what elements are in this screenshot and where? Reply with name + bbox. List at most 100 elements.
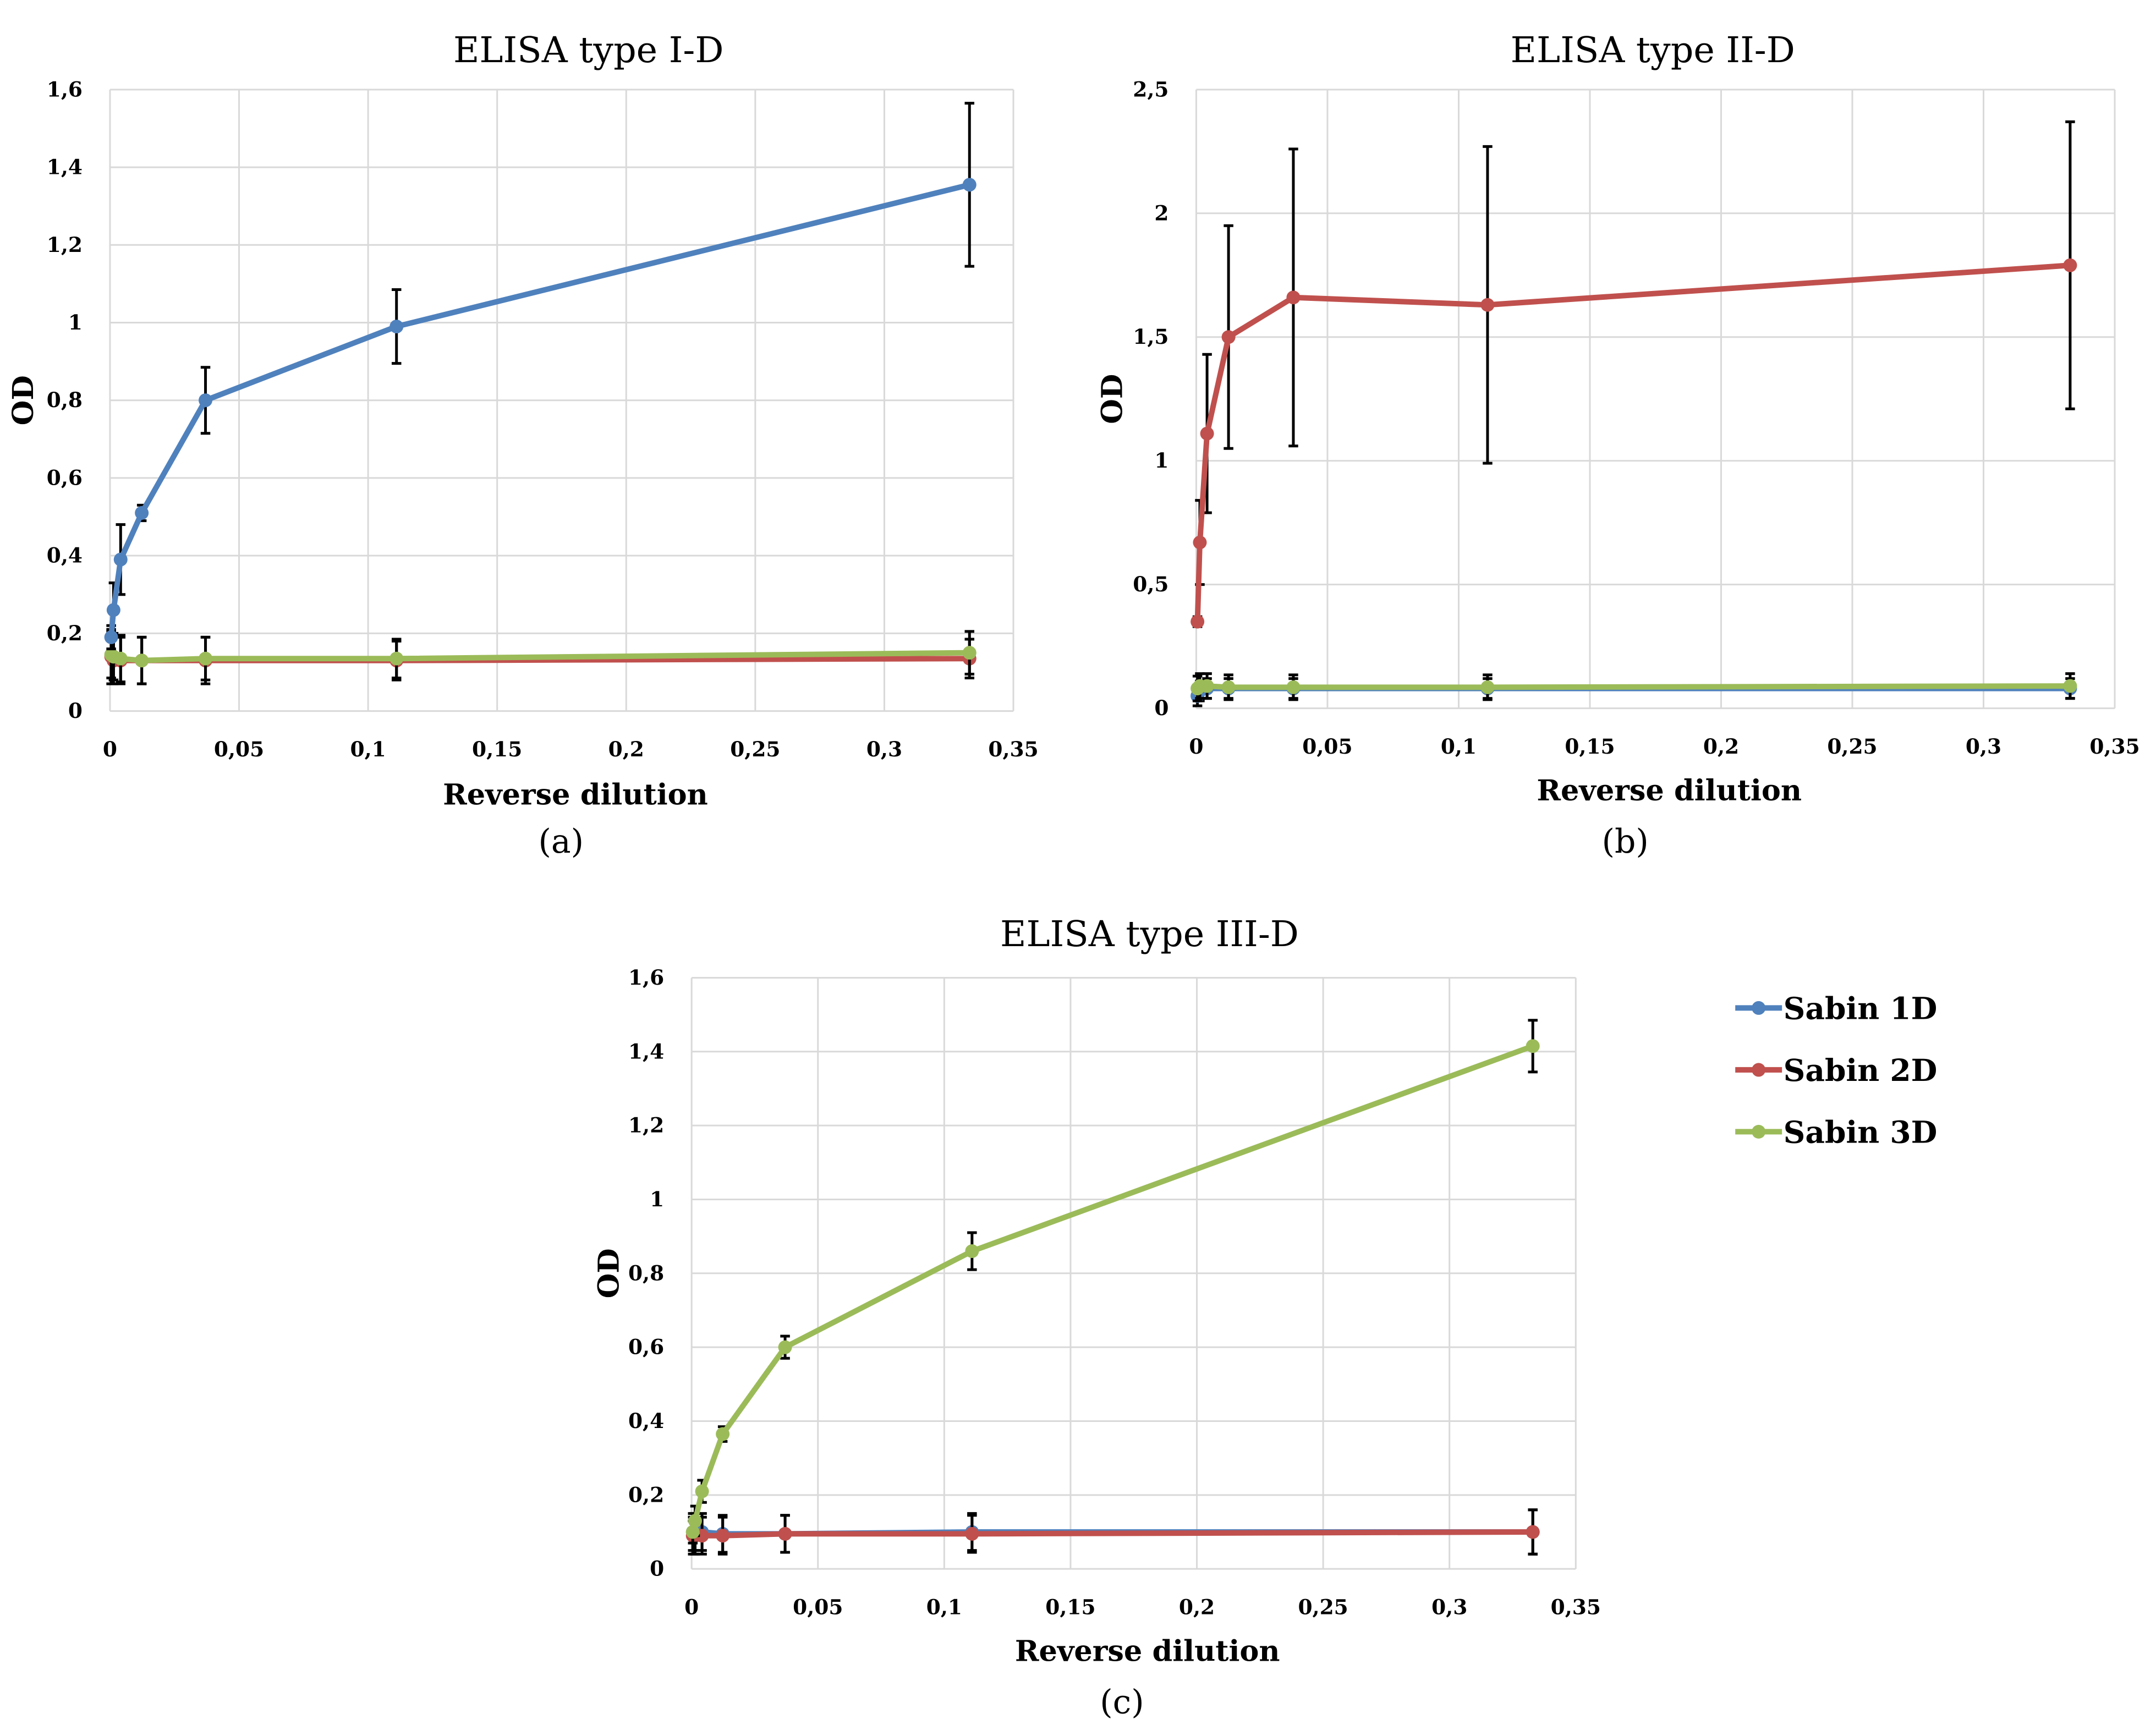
legend-item-sabin-2d: Sabin 2D [1735, 1052, 1937, 1088]
y-tick-label: 0 [68, 699, 83, 723]
y-tick-label: 0 [650, 1557, 664, 1581]
y-tick-label: 0,8 [628, 1261, 664, 1285]
data-point [688, 1514, 702, 1528]
y-tick-label: 0,6 [47, 465, 83, 490]
legend-label: Sabin 1D [1784, 990, 1938, 1026]
legend-item-sabin-3d: Sabin 3D [1735, 1114, 1937, 1150]
x-tick-label: 0,2 [608, 737, 644, 761]
x-tick-label: 0,3 [1431, 1595, 1467, 1619]
x-tick-label: 0,35 [988, 737, 1038, 761]
data-point [1480, 298, 1495, 312]
data-point [1193, 535, 1207, 550]
x-tick-label: 0 [1189, 734, 1203, 759]
data-point [685, 1525, 700, 1539]
y-axis-label: OD [1095, 374, 1129, 424]
x-tick-label: 0,25 [730, 737, 780, 761]
series-sabin-3d [1191, 672, 2077, 702]
data-point [1191, 614, 1205, 629]
series-line [690, 1044, 1534, 1533]
y-tick-label: 2,5 [1133, 77, 1168, 101]
x-tick-label: 0,05 [1302, 734, 1352, 759]
y-tick-label: 0,8 [47, 388, 83, 412]
series-line [692, 1529, 1533, 1539]
chart-c: 0 0,2 0,4 0,6 0,8 1 1,2 1,4 1,6 0 0,05 0,1 0,15 0,2 0,… [593, 914, 1601, 1722]
x-tick-label: 0 [684, 1595, 699, 1619]
x-tick-label: 0,2 [1703, 734, 1739, 759]
y-tick-label: 0 [1154, 696, 1168, 720]
legend-swatch-marker [1752, 1001, 1766, 1015]
data-point [1221, 330, 1236, 344]
x-tick-label: 0,25 [1298, 1595, 1348, 1619]
x-tick-label: 0,35 [2089, 734, 2139, 759]
x-tick-label: 0,05 [214, 737, 264, 761]
y-tick-label: 1,4 [47, 155, 83, 179]
x-axis-label: Reverse dilution [1015, 1635, 1280, 1668]
data-point [965, 1244, 979, 1259]
data-point [1526, 1525, 1540, 1539]
series-sabin-1d [1191, 677, 2077, 707]
data-point [965, 1526, 979, 1541]
series-sabin-2d [685, 1508, 1540, 1556]
series-sabin-3d [104, 630, 976, 685]
legend: Sabin 1D Sabin 2D Sabin 3D [1735, 990, 1937, 1150]
legend-swatch-marker [1752, 1124, 1766, 1139]
x-axis-label: Reverse dilution [443, 778, 708, 812]
x-tick-label: 0,15 [1045, 1595, 1095, 1619]
series-line [108, 182, 970, 638]
x-tick-label: 0,15 [1565, 734, 1615, 759]
data-point [2063, 679, 2077, 693]
x-tick-label: 0,15 [472, 737, 522, 761]
x-tick-label: 0,25 [1827, 734, 1877, 759]
data-point [1200, 679, 1214, 693]
y-tick-label: 1 [68, 310, 83, 334]
chart-a: 0 0,2 0,4 0,6 0,8 1 1,2 1,4 1,6 0 0,05 0,1 0,15 0,2 0,… [7, 30, 1039, 861]
x-axis-label: Reverse dilution [1537, 774, 1802, 808]
data-point [2063, 258, 2077, 272]
panel-label: (c) [1100, 1683, 1144, 1722]
x-tick-label: 0,35 [1551, 1595, 1601, 1619]
y-tick-label: 1,2 [47, 233, 83, 257]
y-tick-label: 2 [1154, 201, 1168, 225]
y-tick-label: 1 [650, 1187, 664, 1211]
data-point [1221, 680, 1236, 694]
data-point [1200, 426, 1214, 441]
x-tick-label: 0,1 [926, 1595, 962, 1619]
data-point [716, 1427, 730, 1441]
data-point [1480, 680, 1495, 694]
legend-swatch-marker [1752, 1063, 1766, 1077]
data-point [104, 630, 118, 644]
y-tick-label: 1,5 [1133, 325, 1168, 349]
chart-title: ELISA type III-D [1000, 914, 1299, 955]
y-tick-label: 0,4 [628, 1409, 664, 1433]
data-point [778, 1340, 792, 1354]
data-point [962, 178, 976, 192]
y-tick-label: 0,2 [47, 621, 83, 645]
legend-item-sabin-1d: Sabin 1D [1735, 990, 1937, 1026]
data-point [113, 651, 128, 666]
panel-label: (a) [538, 822, 584, 861]
data-point [716, 1529, 730, 1543]
legend-label: Sabin 2D [1784, 1052, 1938, 1088]
x-tick-label: 0,3 [866, 737, 902, 761]
data-point [199, 651, 213, 666]
x-tick-label: 0 [103, 737, 117, 761]
data-point [199, 393, 213, 408]
series-sabin-2d [1191, 120, 2077, 629]
data-point [778, 1526, 792, 1541]
data-point [106, 603, 120, 617]
x-tick-label: 0,05 [793, 1595, 843, 1619]
y-tick-label: 0,6 [628, 1335, 664, 1359]
data-point [389, 320, 404, 334]
series-sabin-1d [104, 102, 976, 651]
data-point [695, 1484, 709, 1498]
series-line [1195, 683, 2070, 691]
data-point [1286, 290, 1301, 305]
y-tick-label: 1 [1154, 448, 1168, 473]
series-line [1194, 262, 2071, 622]
y-tick-label: 1,6 [47, 77, 83, 101]
x-tick-label: 0,3 [1966, 734, 2001, 759]
series-sabin-3d [685, 1019, 1540, 1545]
y-axis-label: OD [593, 1248, 626, 1298]
